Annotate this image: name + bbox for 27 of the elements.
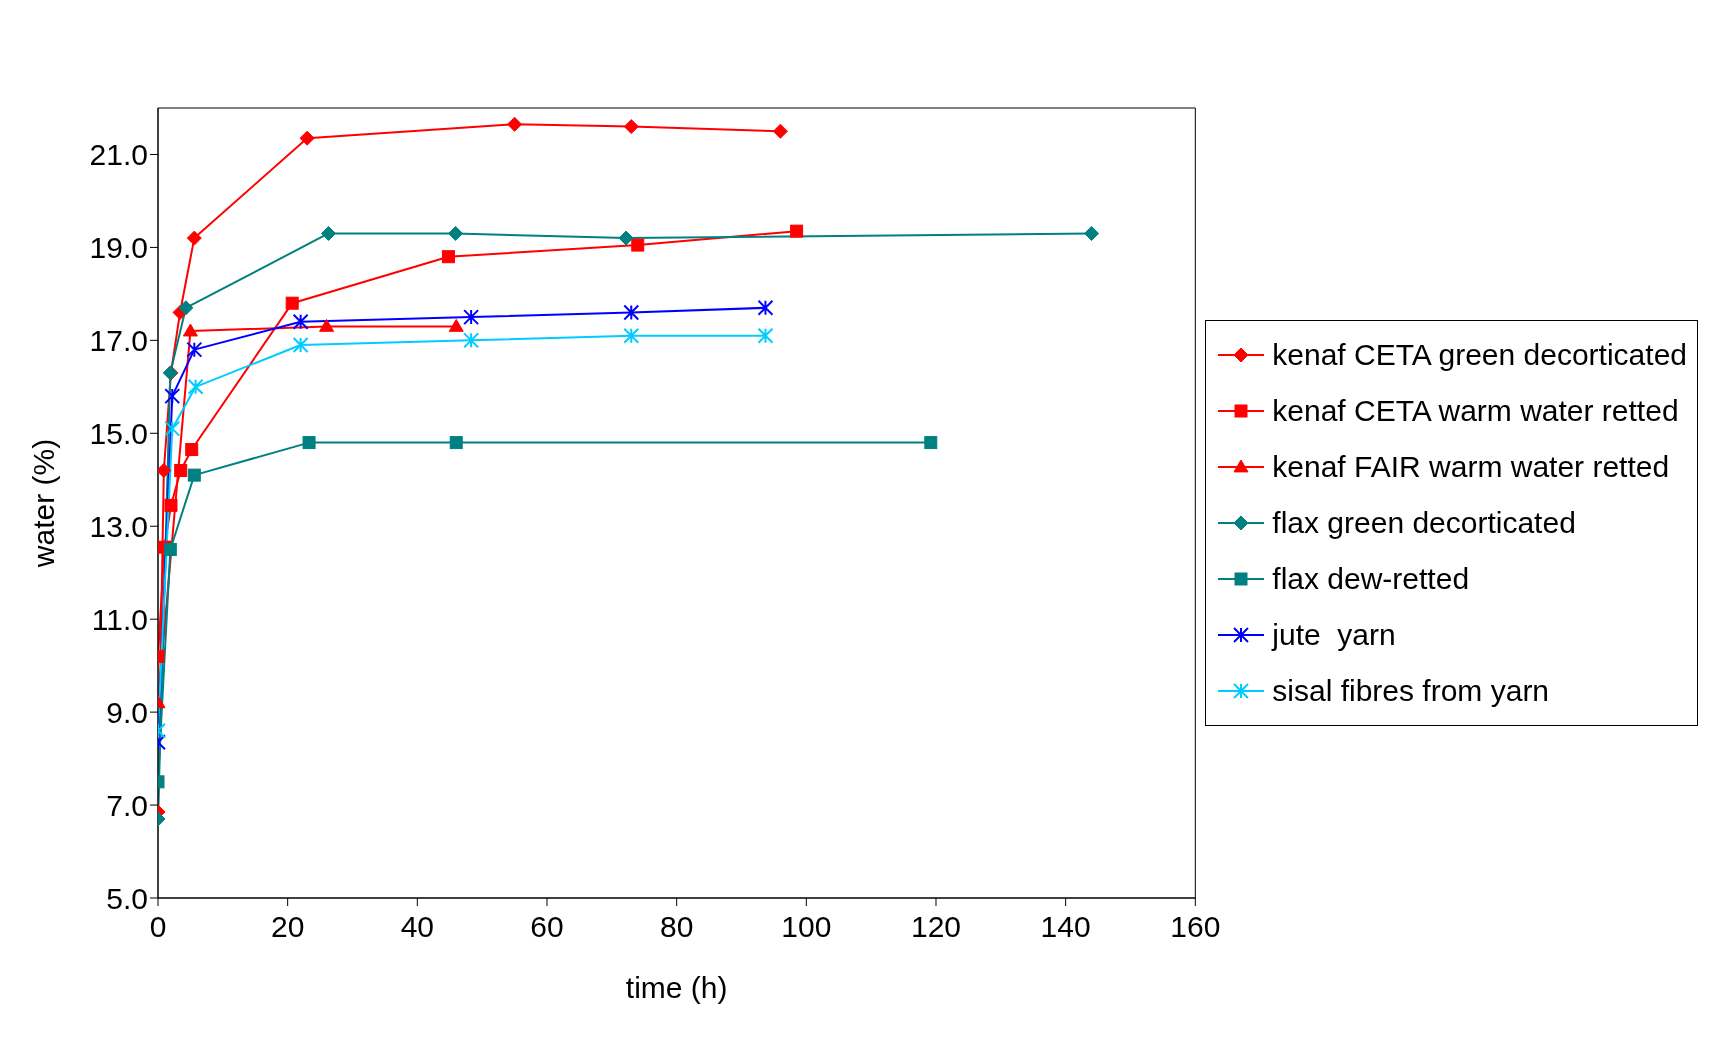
y-tick-label: 21.0 [89,138,148,172]
x-tick-label: 120 [910,910,962,944]
y-tick-label: 5.0 [106,881,148,915]
x-tick-label: 140 [1040,910,1091,944]
y-tick-label: 7.0 [106,788,148,822]
y-tick-label: 9.0 [106,695,148,729]
x-tick-label: 80 [659,910,694,944]
y-tick-label: 11.0 [91,602,148,636]
legend-label: kenaf FAIR warm water retted [1272,450,1670,484]
x-tick-label: 20 [270,910,305,944]
y-tick-label: 13.0 [89,509,148,543]
legend-label: kenaf CETA warm water retted [1272,394,1679,428]
legend-label: jute yarn [1272,618,1396,652]
legend-label: sisal fibres from yarn [1272,674,1550,708]
x-tick-label: 160 [1170,910,1221,944]
legend-label: flax green decorticated [1272,506,1576,540]
y-tick-label: 19.0 [89,231,148,265]
x-axis-title: time (h) [625,971,728,1004]
y-tick-label: 17.0 [89,324,148,357]
legend-label: kenaf CETA green decorticated [1272,338,1687,372]
x-tick-label: 0 [149,910,167,944]
legend-label: flax dew-retted [1272,562,1470,596]
x-tick-label: 40 [400,910,435,944]
y-axis-title: water (%) [26,438,60,569]
x-tick-label: 60 [530,910,564,944]
y-tick-label: 15.0 [89,416,148,450]
x-tick-label: 100 [781,910,832,944]
